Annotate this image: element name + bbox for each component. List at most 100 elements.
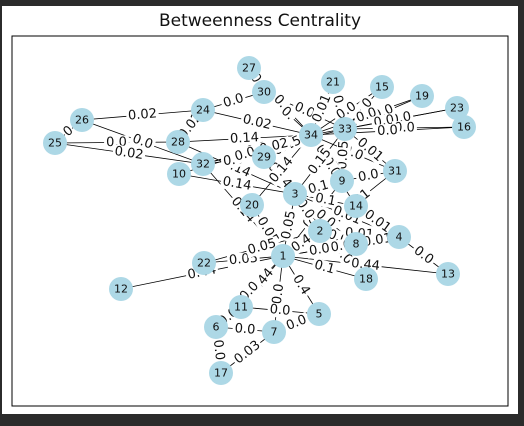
- edge-label-text: 0.05: [246, 236, 278, 258]
- node-circle: [344, 194, 368, 218]
- edge-label-background: [111, 144, 147, 163]
- node-label: 11: [234, 301, 248, 314]
- node-label: 26: [75, 114, 89, 127]
- node-31: 31: [383, 159, 407, 183]
- node-label: 32: [196, 158, 210, 171]
- node-2: 2: [308, 219, 332, 243]
- node-30: 30: [252, 80, 276, 104]
- edge-label-background: [409, 242, 438, 269]
- edge-label-background: [310, 257, 339, 278]
- edge-label-background: [374, 123, 401, 139]
- edge-label-4-8: 0.01: [360, 230, 395, 251]
- figure-canvas: Betweenness Centrality 0.02 0.0 0 0.0 0.02 0.…: [2, 6, 518, 414]
- node-5: 5: [307, 302, 331, 326]
- node-circle: [70, 108, 94, 132]
- edge-label-text: 0.0: [269, 302, 291, 319]
- node-circle: [308, 219, 332, 243]
- edge-label-text: 0.1: [307, 178, 331, 198]
- edge-label-text: 0.1: [313, 258, 337, 278]
- node-label: 7: [271, 326, 278, 339]
- node-32: 32: [191, 152, 215, 176]
- node-29: 29: [252, 145, 276, 169]
- edge-label-text: 0.0: [377, 123, 398, 139]
- edge-label-background: [210, 336, 227, 364]
- node-20: 20: [240, 193, 264, 217]
- node-circle: [240, 193, 264, 217]
- edge-label-22-2: 0.05: [244, 236, 280, 258]
- node-circle: [191, 152, 215, 176]
- node-4: 4: [387, 225, 411, 249]
- edge-label-background: [287, 230, 316, 257]
- node-label: 25: [48, 137, 62, 150]
- node-circle: [192, 251, 216, 275]
- node-circle: [166, 130, 190, 154]
- edge-label-7-17: 0.03: [230, 337, 265, 368]
- edge-label-text: 0.02: [114, 144, 145, 163]
- edge-label-text: 0.0: [221, 91, 245, 111]
- edge-label-background: [276, 102, 299, 125]
- edge-label-background: [304, 177, 333, 198]
- node-circle: [307, 302, 331, 326]
- node-21: 21: [321, 70, 345, 94]
- node-6: 6: [204, 315, 228, 339]
- node-34: 34: [299, 123, 323, 147]
- node-circle: [109, 277, 133, 301]
- node-label: 31: [388, 165, 402, 178]
- node-16: 16: [452, 115, 476, 139]
- node-label: 29: [257, 151, 271, 164]
- node-circle: [321, 70, 345, 94]
- node-19: 19: [410, 84, 434, 108]
- edge-label-24-30: 0.0: [219, 90, 248, 112]
- node-circle: [354, 267, 378, 291]
- node-label: 13: [441, 268, 455, 281]
- edge-label-background: [352, 104, 381, 127]
- node-7: 7: [262, 320, 286, 344]
- edge-label-background: [360, 230, 395, 251]
- edge-label-6-7: 0.0: [232, 321, 258, 338]
- network-graph: 0.020.000.00.020.00.02 0.020.0.0.0.0 0.00.…: [11, 35, 509, 407]
- node-label: 23: [450, 102, 464, 115]
- node-circle: [445, 96, 469, 120]
- node-17: 17: [209, 361, 233, 385]
- edge-label-text: 0.0: [233, 144, 257, 164]
- node-circle: [167, 162, 191, 186]
- edge-label-text: 0.05: [335, 140, 352, 170]
- edge-label-text: 0.0: [270, 283, 287, 305]
- edge-label-background: [279, 207, 299, 243]
- edge-label-background: [353, 134, 387, 166]
- node-label: 3: [292, 188, 299, 201]
- edge-label-background: [270, 280, 287, 308]
- edge-label-8-1: 0.0: [306, 241, 333, 259]
- node-label: 20: [245, 199, 259, 212]
- node-label: 33: [338, 123, 352, 136]
- edge-label-14-3: 0.1: [311, 191, 340, 209]
- edge-label-text: 0.14: [230, 130, 260, 147]
- edge-label-background: [232, 321, 258, 338]
- node-23: 23: [445, 96, 469, 120]
- edge-label-text: 0.01: [310, 92, 335, 124]
- edge-label-text: 0.14: [221, 174, 252, 194]
- node-label: 2: [317, 225, 324, 238]
- edge-label-text: 0.0: [284, 312, 309, 334]
- edge-label-background: [332, 98, 361, 124]
- edge-label-background: [227, 130, 262, 147]
- node-circle: [333, 117, 357, 141]
- node-circle: [452, 115, 476, 139]
- edge-label-26-24: 0.02: [125, 106, 160, 124]
- edge-label-background: [231, 144, 259, 165]
- node-label: 14: [349, 200, 363, 213]
- edge-label-background: [125, 106, 160, 124]
- node-circle: [229, 295, 253, 319]
- node-13: 13: [436, 262, 460, 286]
- edge-label-25-32: 0.02: [111, 144, 147, 163]
- node-10: 10: [167, 162, 191, 186]
- node-circle: [299, 123, 323, 147]
- node-label: 22: [197, 257, 211, 270]
- edge-label-10-34: 0.0: [231, 144, 259, 165]
- edge-label-6-17: 0.0: [210, 336, 227, 364]
- edge-label-text: 0.02: [241, 112, 273, 133]
- node-label: 21: [326, 76, 340, 89]
- node-label: 28: [171, 136, 185, 149]
- node-33: 33: [333, 117, 357, 141]
